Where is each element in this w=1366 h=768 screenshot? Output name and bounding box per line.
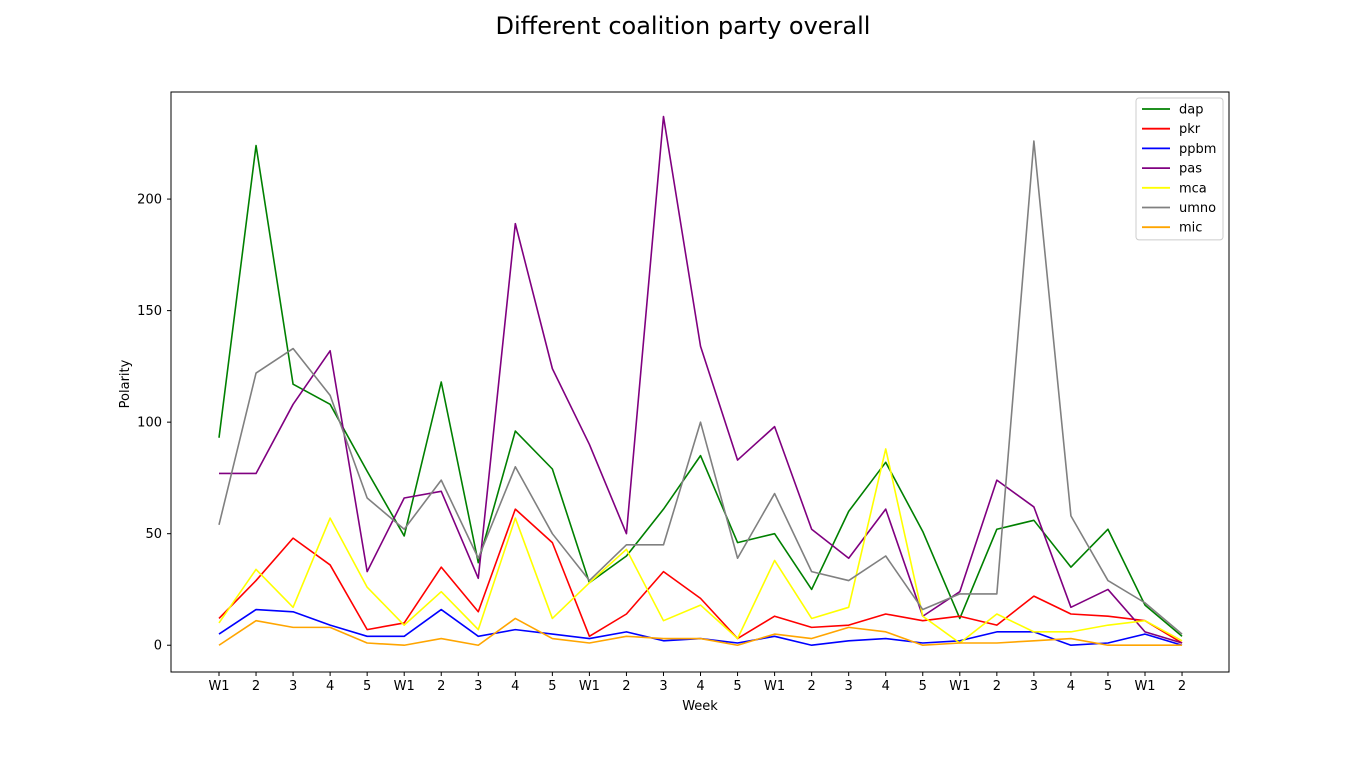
legend-label-mic: mic	[1179, 221, 1202, 236]
legend-label-pkr: pkr	[1179, 122, 1201, 137]
x-tick-label: 2	[252, 679, 260, 694]
x-tick-label: 5	[1104, 679, 1112, 694]
chart-title: Different coalition party overall	[496, 12, 871, 40]
series-line-dap	[218, 144, 1183, 637]
legend-label-ppbm: ppbm	[1179, 142, 1216, 157]
series-line-pas	[219, 115, 1183, 644]
legend: dap pkr ppbm pas mca umno mic	[1135, 97, 1224, 241]
x-tick-label: W1	[394, 679, 415, 694]
x-tick-label: 2	[993, 679, 1001, 694]
x-tick-label: W1	[764, 679, 785, 694]
x-tick-label: 4	[326, 679, 334, 694]
x-tick-label: 5	[548, 679, 556, 694]
y-tick-label: 0	[154, 639, 162, 654]
legend-label-mca: mca	[1179, 181, 1207, 196]
x-tick-label: 4	[696, 679, 704, 694]
x-tick-label: W1	[1134, 679, 1155, 694]
legend-label-dap: dap	[1179, 103, 1203, 118]
legend-label-pas: pas	[1179, 162, 1202, 177]
x-tick-label: 3	[659, 679, 667, 694]
x-tick-label: 2	[807, 679, 815, 694]
x-tick-label: 2	[1178, 679, 1186, 694]
y-tick-label: 150	[137, 304, 162, 319]
series-line-mca	[218, 448, 1183, 644]
x-tick-label: 5	[919, 679, 927, 694]
x-tick-label: W1	[579, 679, 600, 694]
x-tick-label: 5	[733, 679, 741, 694]
legend-box	[1135, 97, 1224, 241]
y-axis-label: Polarity	[118, 359, 133, 408]
x-tick-label: 2	[437, 679, 445, 694]
x-tick-label: 3	[845, 679, 853, 694]
y-tick-label: 100	[137, 416, 162, 431]
series-line-pkr	[218, 508, 1183, 644]
x-tick-label: 3	[1030, 679, 1038, 694]
x-tick-label: 2	[622, 679, 630, 694]
x-tick-label: 3	[474, 679, 482, 694]
plot-area: W1 2 3 4 5 W1 2 3 4 5 W1 2 3 4 5 W1 2 3 4 5 W1 2 3 4 5 W1 2 0 50 100 1…	[137, 91, 1230, 694]
x-tick-label: W1	[949, 679, 970, 694]
x-tick-label: 4	[511, 679, 519, 694]
plot-frame	[170, 91, 1230, 673]
y-tick-label: 50	[145, 527, 162, 542]
x-tick-label: 3	[289, 679, 297, 694]
x-tick-label: 5	[363, 679, 371, 694]
x-axis-label: Week	[682, 699, 718, 714]
series-line-mic	[218, 617, 1183, 647]
x-tick-label: W1	[208, 679, 229, 694]
y-tick-label: 200	[137, 193, 162, 208]
x-tick-label: 4	[882, 679, 890, 694]
legend-label-umno: umno	[1179, 201, 1216, 216]
x-tick-label: 4	[1067, 679, 1075, 694]
series-line-umno	[218, 140, 1183, 635]
